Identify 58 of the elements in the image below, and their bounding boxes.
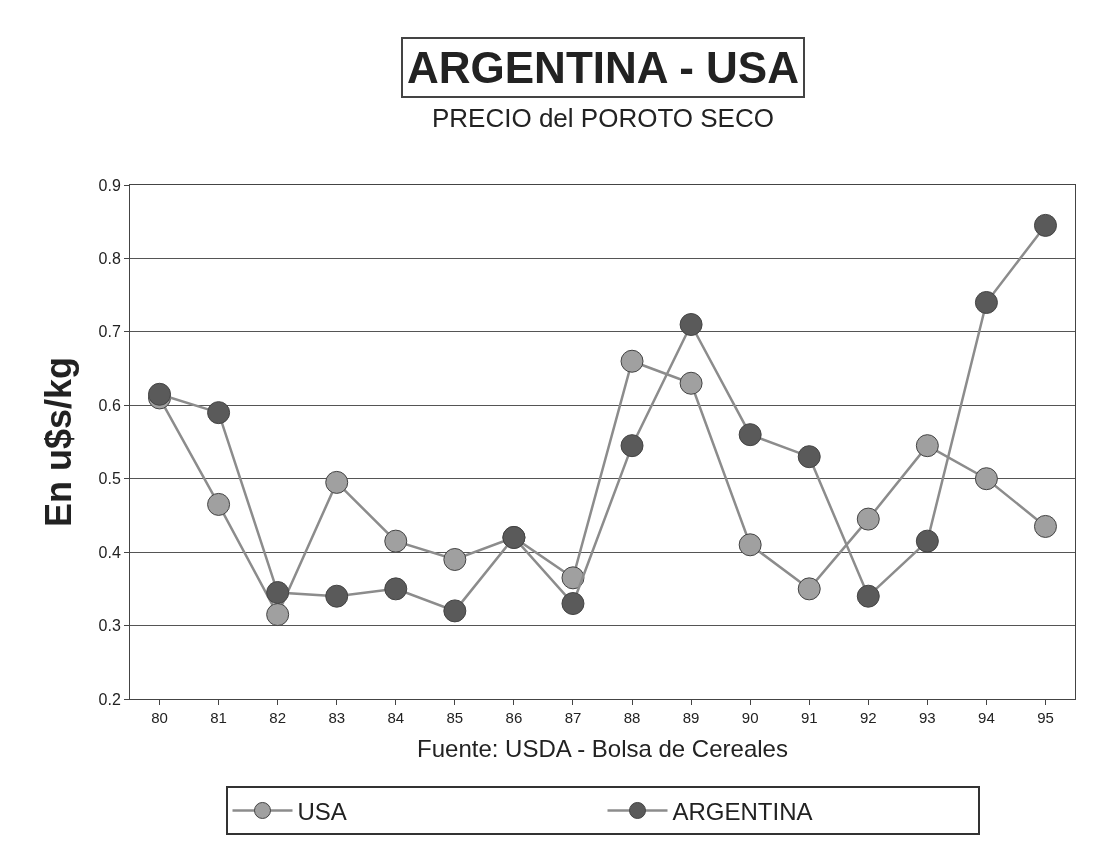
point <box>325 470 349 494</box>
x-tick-label: 88 <box>623 709 641 726</box>
point <box>797 445 821 469</box>
point <box>207 401 231 425</box>
chart-subtitle: PRECIO del POROTO SECO <box>432 103 774 133</box>
x-tick-label: 80 <box>151 709 168 726</box>
x-tick-label: 82 <box>269 709 286 726</box>
y-tick-label: 0.5 <box>98 470 121 488</box>
point <box>738 533 762 557</box>
x-tick-label: 91 <box>800 709 818 726</box>
point <box>915 529 939 553</box>
point <box>797 577 821 601</box>
point <box>856 584 880 608</box>
point <box>266 603 290 627</box>
y-tick-label: 0.3 <box>98 617 121 635</box>
x-tick-label: 87 <box>564 709 582 726</box>
point <box>443 547 467 571</box>
point <box>325 584 349 608</box>
point <box>1033 213 1057 237</box>
point <box>207 492 231 516</box>
point <box>679 313 703 336</box>
point <box>620 434 644 458</box>
legend-label: ARGENTINA <box>672 797 813 825</box>
legend-label: USA <box>297 797 347 825</box>
point <box>266 581 290 605</box>
x-tick-label: 94 <box>978 709 995 726</box>
y-tick-label: 0.4 <box>98 543 121 561</box>
x-tick-label: 95 <box>1037 709 1054 726</box>
point <box>443 599 467 623</box>
y-axis-title: En u$s/kg <box>38 356 80 528</box>
point <box>738 423 762 447</box>
point <box>620 349 644 373</box>
y-tick-label: 0.7 <box>98 323 121 341</box>
x-tick-label: 93 <box>919 709 936 726</box>
x-tick-label: 83 <box>328 709 346 726</box>
point <box>561 592 585 616</box>
y-tick-label: 0.6 <box>98 396 121 414</box>
x-tick-label: 89 <box>682 709 700 726</box>
y-tick-label: 0.9 <box>98 176 121 194</box>
point <box>384 577 408 601</box>
x-tick-label: 86 <box>505 709 523 726</box>
point <box>561 566 585 590</box>
y-tick-label: 0.8 <box>98 250 121 268</box>
chart-title: ARGENTINA - USA <box>407 43 799 92</box>
x-tick-label: 90 <box>741 709 759 726</box>
point <box>679 371 703 395</box>
x-tick-label: 85 <box>446 709 464 726</box>
x-tick-label: 92 <box>859 709 877 726</box>
point <box>974 290 998 314</box>
x-tick-label: 84 <box>387 709 405 726</box>
y-tick-label: 0.2 <box>98 690 121 708</box>
point <box>915 434 939 458</box>
point <box>384 529 408 553</box>
point <box>1033 514 1057 538</box>
point <box>974 467 998 491</box>
x-tick-label: 81 <box>210 709 227 726</box>
x-axis-title: Fuente: USDA - Bolsa de Cereales <box>417 735 788 763</box>
point <box>856 507 880 531</box>
